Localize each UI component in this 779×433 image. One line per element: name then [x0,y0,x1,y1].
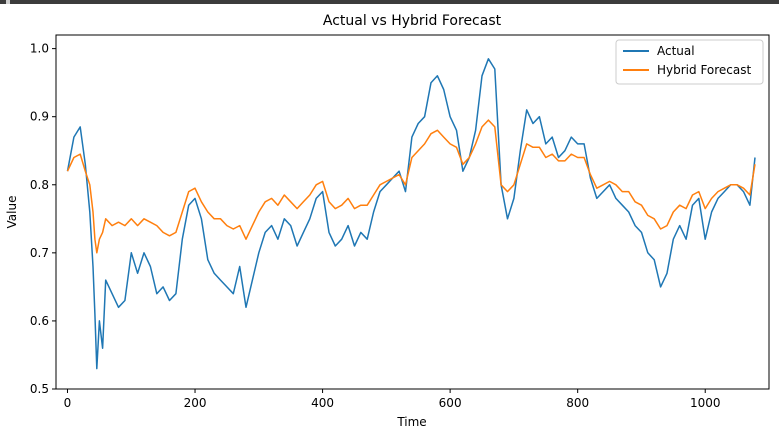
legend-label-hybrid-forecast: Hybrid Forecast [657,63,752,77]
y-tick-label: 1.0 [30,42,49,56]
series-line-actual [66,58,756,370]
plot-frame [55,34,770,390]
x-tick-label: 0 [64,396,72,410]
x-tick-label: 200 [184,396,207,410]
legend-box [615,39,764,85]
x-tick-label: 600 [439,396,462,410]
x-tick-label: 400 [311,396,334,410]
chart-title: Actual vs Hybrid Forecast [323,13,502,29]
y-tick-label: 0.8 [30,178,49,192]
series-layer [66,58,756,370]
x-tick-label: 1000 [690,396,721,410]
legend: Actual Hybrid Forecast [615,39,764,85]
tick-layer: 0 200 400 600 800 1000 0.5 0.6 0.7 0.8 0.9 1.0 [30,42,721,410]
y-tick-label: 0.5 [30,382,49,396]
y-tick-label: 0.7 [30,246,49,260]
y-tick-label: 0.6 [30,314,49,328]
x-tick-label: 800 [566,396,589,410]
window-top-bar [0,0,779,4]
window-corner-mark [6,0,10,4]
x-axis-label: Time [396,415,426,429]
series-line-hybrid-forecast [66,119,756,254]
y-tick-label: 0.9 [30,110,49,124]
legend-label-actual: Actual [657,44,695,58]
y-axis-label: Value [5,196,19,229]
